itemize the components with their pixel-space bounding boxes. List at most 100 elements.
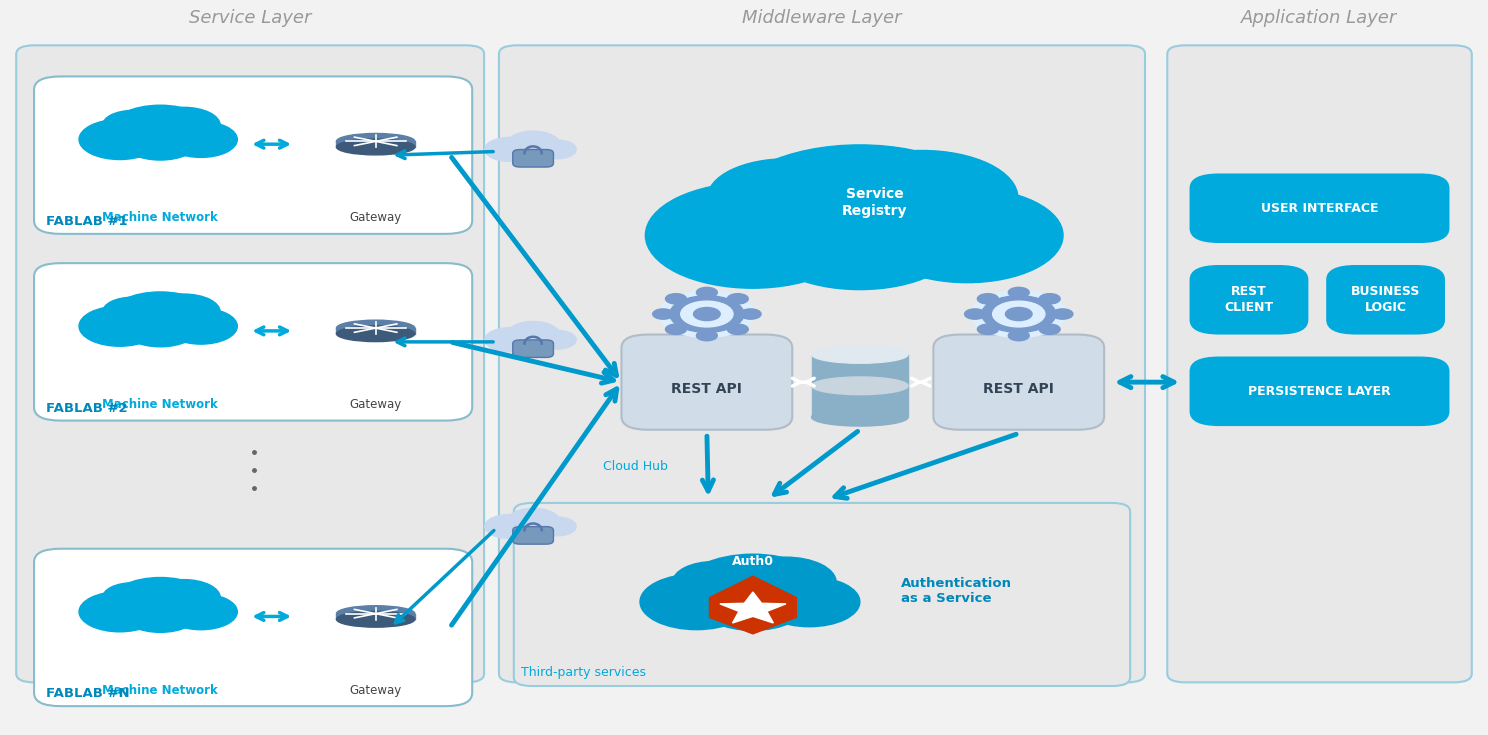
Circle shape bbox=[735, 557, 836, 607]
Circle shape bbox=[665, 324, 686, 334]
Circle shape bbox=[978, 324, 998, 334]
Circle shape bbox=[682, 554, 824, 625]
FancyBboxPatch shape bbox=[1189, 356, 1449, 426]
Circle shape bbox=[509, 512, 537, 526]
Circle shape bbox=[972, 290, 1067, 337]
Circle shape bbox=[665, 294, 686, 304]
Ellipse shape bbox=[336, 326, 415, 342]
Circle shape bbox=[992, 301, 1045, 327]
Text: Service Layer: Service Layer bbox=[189, 9, 311, 27]
Text: Auth0: Auth0 bbox=[732, 555, 774, 568]
Text: BUSINESS
LOGIC: BUSINESS LOGIC bbox=[1351, 285, 1421, 315]
Text: Gateway: Gateway bbox=[350, 398, 402, 411]
Circle shape bbox=[964, 309, 985, 319]
FancyBboxPatch shape bbox=[498, 46, 1144, 682]
Circle shape bbox=[509, 326, 537, 340]
Circle shape bbox=[165, 308, 237, 344]
FancyBboxPatch shape bbox=[1167, 46, 1472, 682]
Text: Third-party services: Third-party services bbox=[521, 666, 646, 678]
Text: PERSISTENCE LAYER: PERSISTENCE LAYER bbox=[1248, 385, 1391, 398]
Text: REST API: REST API bbox=[671, 382, 743, 396]
Text: Authentication
as a Service: Authentication as a Service bbox=[902, 577, 1012, 605]
Circle shape bbox=[79, 592, 161, 632]
FancyBboxPatch shape bbox=[1326, 265, 1445, 334]
Circle shape bbox=[109, 292, 211, 343]
Polygon shape bbox=[710, 576, 796, 634]
Circle shape bbox=[826, 151, 1018, 245]
Circle shape bbox=[507, 321, 559, 347]
FancyBboxPatch shape bbox=[513, 149, 554, 167]
Polygon shape bbox=[336, 614, 415, 620]
Circle shape bbox=[103, 297, 162, 327]
Circle shape bbox=[1052, 309, 1073, 319]
Circle shape bbox=[109, 578, 211, 628]
Circle shape bbox=[982, 295, 1056, 332]
Circle shape bbox=[147, 107, 220, 143]
Circle shape bbox=[673, 562, 756, 603]
Text: Gateway: Gateway bbox=[350, 684, 402, 697]
Text: FABLAB #N: FABLAB #N bbox=[46, 687, 129, 700]
Circle shape bbox=[109, 105, 211, 156]
Circle shape bbox=[1039, 324, 1059, 334]
Circle shape bbox=[693, 307, 720, 320]
Text: Gateway: Gateway bbox=[350, 211, 402, 224]
Circle shape bbox=[528, 325, 559, 340]
Circle shape bbox=[485, 514, 533, 538]
FancyBboxPatch shape bbox=[1189, 173, 1449, 243]
Circle shape bbox=[122, 595, 199, 632]
Circle shape bbox=[104, 587, 185, 626]
Text: FABLAB #2: FABLAB #2 bbox=[46, 402, 128, 415]
Circle shape bbox=[728, 294, 748, 304]
Circle shape bbox=[801, 171, 1004, 271]
Circle shape bbox=[485, 328, 533, 351]
Circle shape bbox=[680, 301, 734, 327]
Circle shape bbox=[79, 306, 161, 346]
FancyBboxPatch shape bbox=[933, 334, 1104, 430]
Circle shape bbox=[759, 190, 961, 290]
Ellipse shape bbox=[811, 409, 908, 426]
FancyBboxPatch shape bbox=[513, 526, 554, 544]
Circle shape bbox=[646, 182, 860, 288]
Circle shape bbox=[509, 135, 537, 149]
Text: Application Layer: Application Layer bbox=[1241, 9, 1397, 27]
FancyBboxPatch shape bbox=[513, 340, 554, 357]
Circle shape bbox=[138, 115, 214, 153]
Circle shape bbox=[978, 294, 998, 304]
Circle shape bbox=[485, 137, 533, 161]
Circle shape bbox=[507, 131, 559, 157]
FancyBboxPatch shape bbox=[34, 549, 472, 706]
Circle shape bbox=[539, 140, 576, 159]
FancyBboxPatch shape bbox=[513, 503, 1131, 686]
Ellipse shape bbox=[336, 612, 415, 627]
Polygon shape bbox=[811, 354, 908, 417]
Circle shape bbox=[147, 294, 220, 330]
Circle shape bbox=[528, 512, 559, 527]
FancyBboxPatch shape bbox=[16, 46, 484, 682]
Circle shape bbox=[539, 331, 576, 349]
Circle shape bbox=[722, 568, 829, 621]
Circle shape bbox=[1009, 331, 1030, 341]
Circle shape bbox=[728, 324, 748, 334]
Text: FABLAB #1: FABLAB #1 bbox=[46, 215, 128, 228]
Polygon shape bbox=[720, 592, 786, 623]
Circle shape bbox=[759, 577, 860, 627]
Circle shape bbox=[707, 159, 866, 237]
FancyBboxPatch shape bbox=[34, 76, 472, 234]
Circle shape bbox=[870, 188, 1062, 283]
Ellipse shape bbox=[336, 320, 415, 336]
Circle shape bbox=[653, 309, 674, 319]
Circle shape bbox=[640, 574, 753, 630]
Text: Service
Registry: Service Registry bbox=[842, 187, 908, 218]
Circle shape bbox=[515, 518, 552, 537]
FancyBboxPatch shape bbox=[34, 263, 472, 420]
Ellipse shape bbox=[336, 134, 415, 149]
Circle shape bbox=[528, 135, 559, 150]
Circle shape bbox=[725, 145, 995, 279]
Circle shape bbox=[138, 587, 214, 625]
Circle shape bbox=[104, 114, 185, 154]
Ellipse shape bbox=[336, 139, 415, 155]
Circle shape bbox=[1009, 287, 1030, 298]
Circle shape bbox=[165, 594, 237, 630]
Circle shape bbox=[659, 290, 754, 337]
Circle shape bbox=[699, 578, 806, 631]
